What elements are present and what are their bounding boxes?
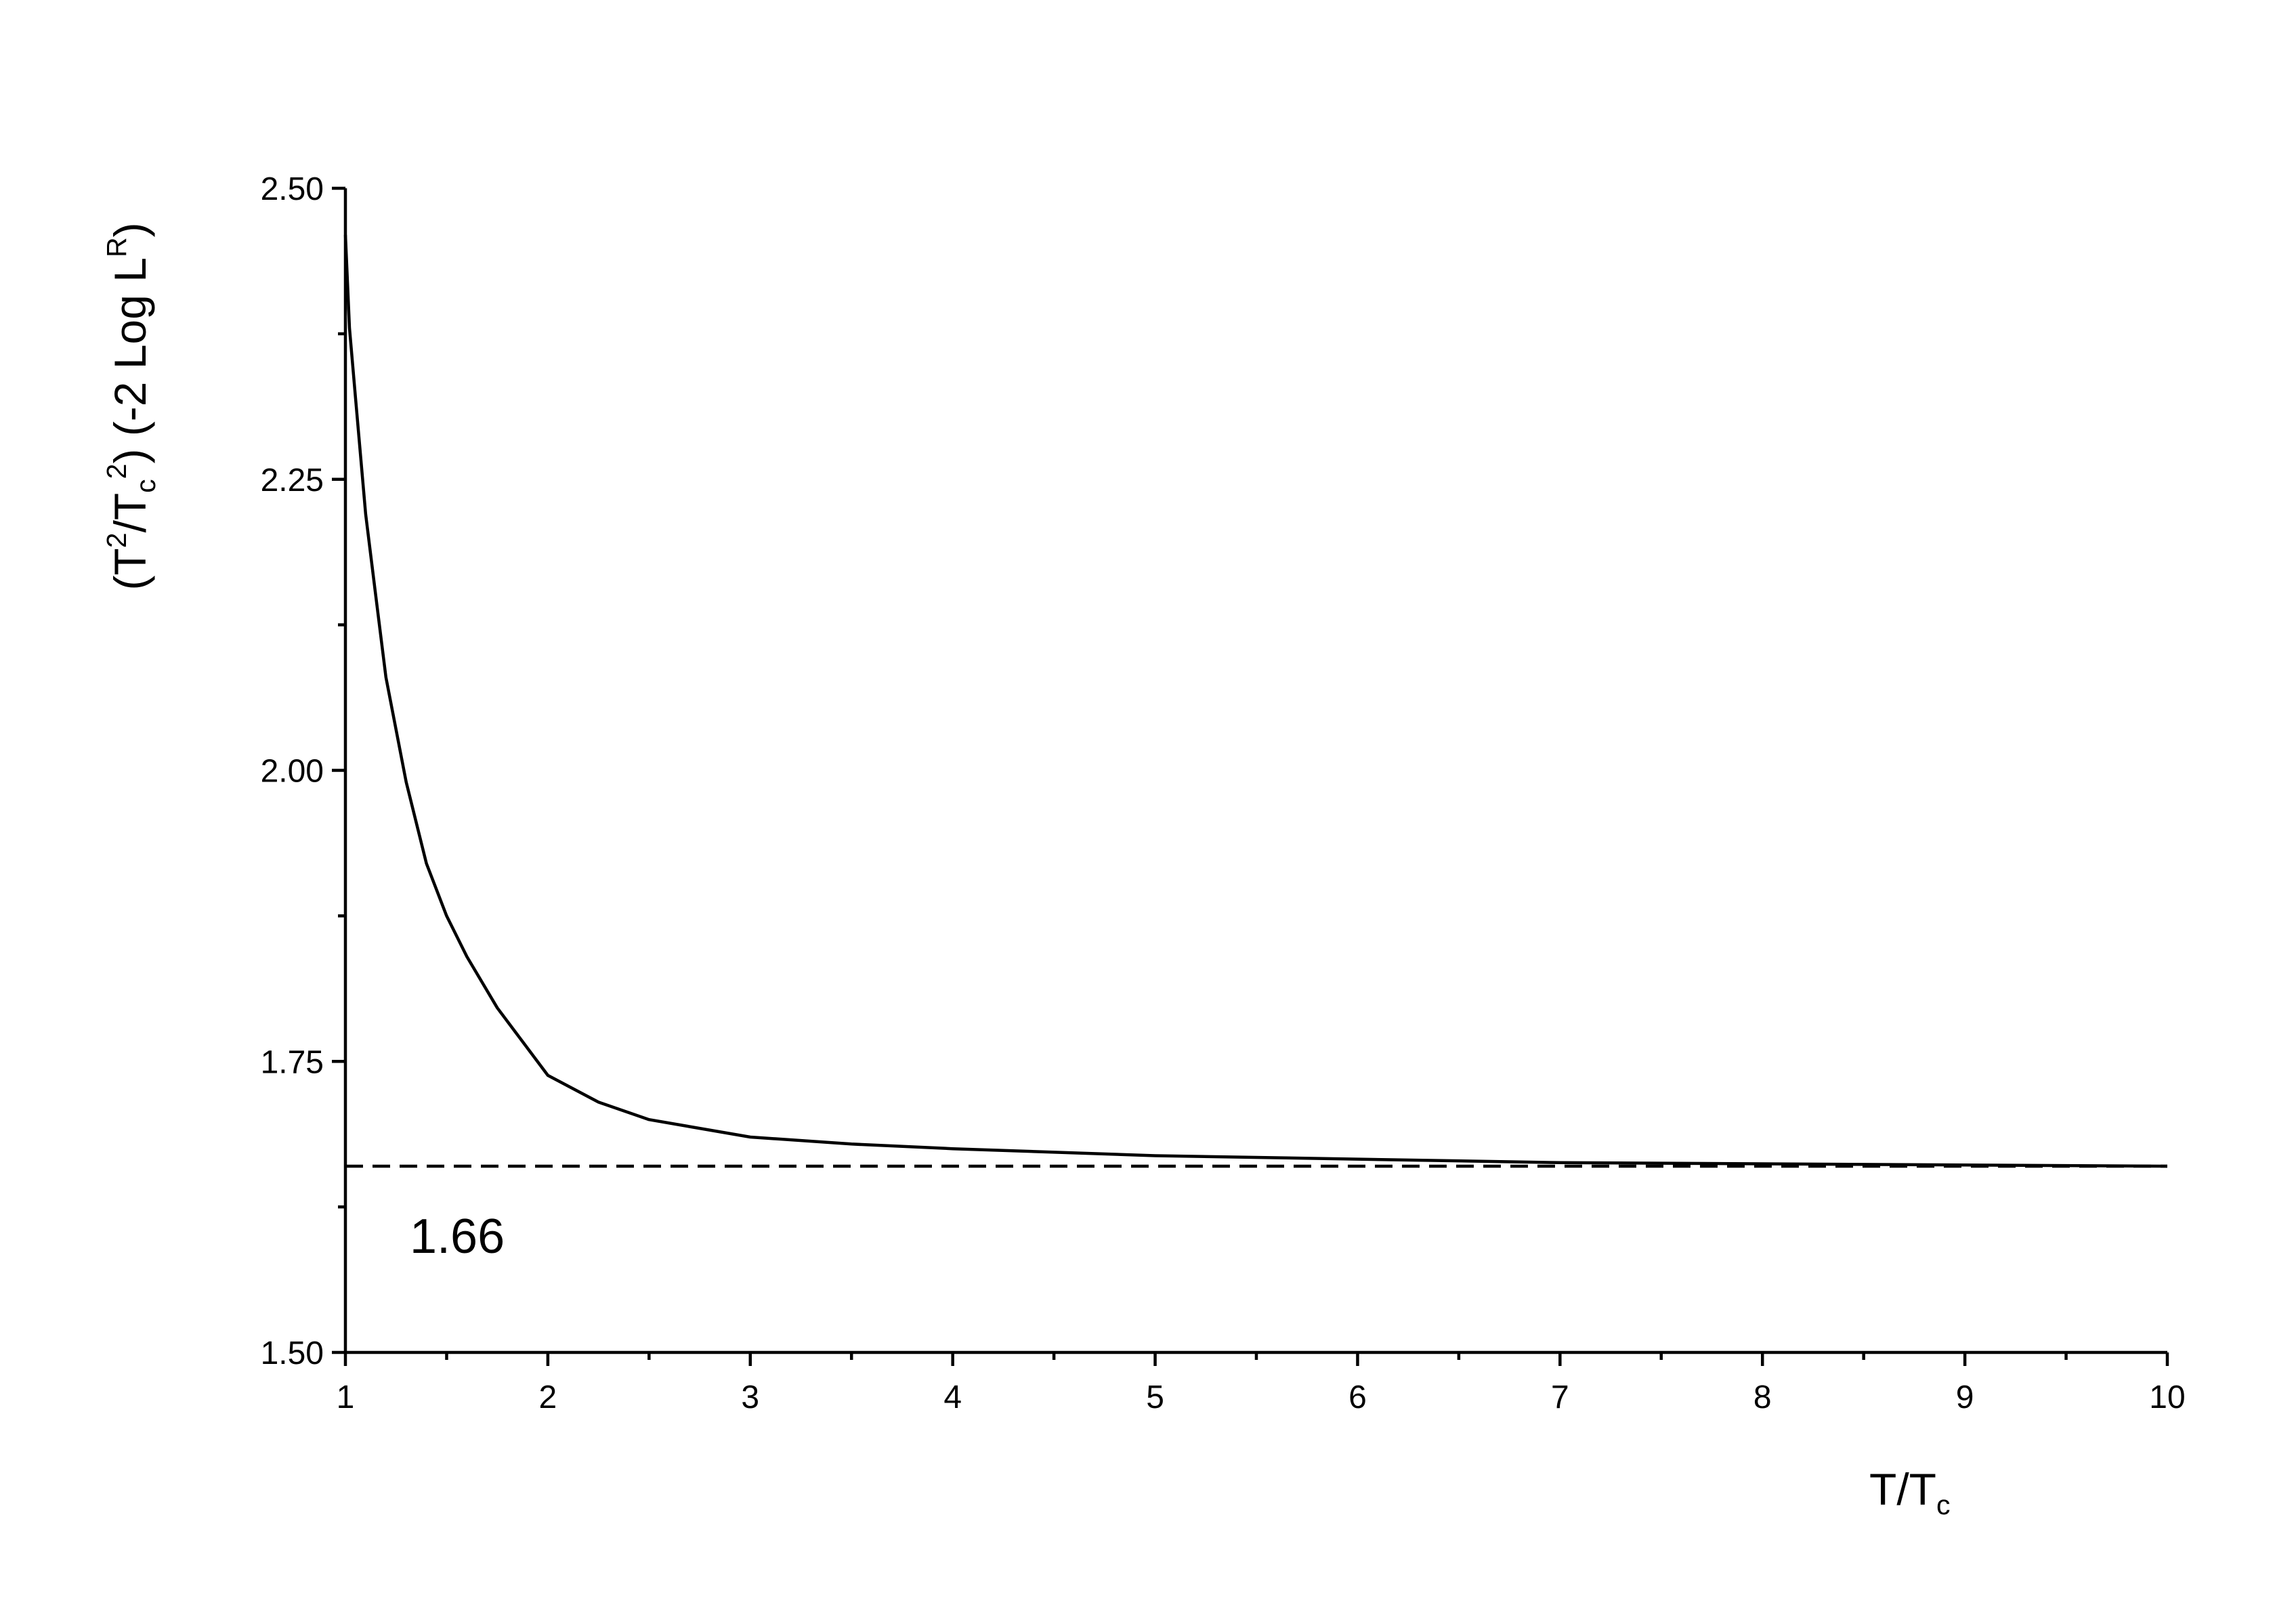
- y-tick-label: 2.00: [261, 754, 324, 790]
- y-tick-label: 1.75: [261, 1044, 324, 1080]
- x-tick-label: 8: [1753, 1380, 1772, 1415]
- annotation: 1.66: [410, 1210, 505, 1264]
- label-part: T/T: [1869, 1464, 1936, 1514]
- label-part: /T: [105, 493, 155, 533]
- x-tick-label: 2: [539, 1380, 557, 1415]
- x-tick-label: 7: [1551, 1380, 1569, 1415]
- label-part: (T: [105, 548, 155, 590]
- x-tick-label: 4: [943, 1380, 962, 1415]
- label-part: ) (-2 Log L: [105, 257, 155, 463]
- x-tick-label: 6: [1348, 1380, 1367, 1415]
- line-series: [343, 234, 2168, 1168]
- x-tick-label: 5: [1146, 1380, 1164, 1415]
- label-part: R: [101, 237, 132, 257]
- x-axis-label: T/Tc: [1869, 1464, 1950, 1520]
- label-part: 2: [101, 532, 132, 548]
- label-part: c: [130, 479, 161, 493]
- x-tick-label: 3: [741, 1380, 759, 1415]
- label-part: 2: [101, 464, 132, 479]
- y-tick-label: 2.50: [261, 171, 324, 207]
- x-tick-label: 1: [337, 1380, 355, 1415]
- y-tick-label: 2.25: [261, 463, 324, 498]
- label-part: c: [1936, 1489, 1951, 1520]
- x-tick-label: 10: [2149, 1380, 2185, 1415]
- y-axis-label: (T2/Tc2) (-2 Log LR): [101, 222, 161, 590]
- y-tick-label: 1.50: [261, 1335, 324, 1371]
- label-part: ): [105, 222, 155, 237]
- x-tick-label: 9: [1956, 1380, 1974, 1415]
